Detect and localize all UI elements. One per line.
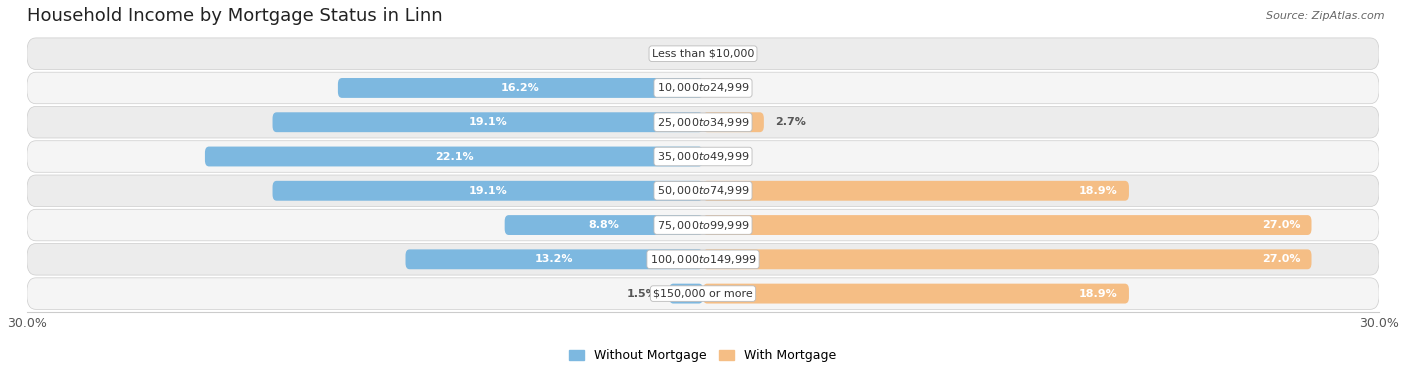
FancyBboxPatch shape xyxy=(703,284,1129,303)
FancyBboxPatch shape xyxy=(703,181,1129,201)
Text: Source: ZipAtlas.com: Source: ZipAtlas.com xyxy=(1267,11,1385,21)
Text: $50,000 to $74,999: $50,000 to $74,999 xyxy=(657,184,749,197)
FancyBboxPatch shape xyxy=(205,147,703,166)
FancyBboxPatch shape xyxy=(669,284,703,303)
Text: $25,000 to $34,999: $25,000 to $34,999 xyxy=(657,116,749,129)
FancyBboxPatch shape xyxy=(27,278,1379,310)
Text: $150,000 or more: $150,000 or more xyxy=(654,288,752,299)
FancyBboxPatch shape xyxy=(27,106,1379,138)
FancyBboxPatch shape xyxy=(27,38,1379,69)
Text: 0.0%: 0.0% xyxy=(721,49,752,59)
Text: $10,000 to $24,999: $10,000 to $24,999 xyxy=(657,81,749,95)
FancyBboxPatch shape xyxy=(703,249,1312,269)
Text: $75,000 to $99,999: $75,000 to $99,999 xyxy=(657,219,749,231)
FancyBboxPatch shape xyxy=(27,72,1379,104)
Text: $100,000 to $149,999: $100,000 to $149,999 xyxy=(650,253,756,266)
Text: 0.0%: 0.0% xyxy=(654,49,685,59)
FancyBboxPatch shape xyxy=(505,215,703,235)
FancyBboxPatch shape xyxy=(273,181,703,201)
FancyBboxPatch shape xyxy=(405,249,703,269)
Text: 13.2%: 13.2% xyxy=(536,254,574,264)
Text: 22.1%: 22.1% xyxy=(434,152,474,161)
Text: 18.9%: 18.9% xyxy=(1078,288,1118,299)
Text: 27.0%: 27.0% xyxy=(1261,254,1301,264)
FancyBboxPatch shape xyxy=(703,215,1312,235)
FancyBboxPatch shape xyxy=(27,175,1379,207)
Text: 8.8%: 8.8% xyxy=(588,220,619,230)
Legend: Without Mortgage, With Mortgage: Without Mortgage, With Mortgage xyxy=(564,344,842,367)
FancyBboxPatch shape xyxy=(27,244,1379,275)
Text: 16.2%: 16.2% xyxy=(501,83,540,93)
Text: 27.0%: 27.0% xyxy=(1261,220,1301,230)
Text: 0.0%: 0.0% xyxy=(721,83,752,93)
Text: 1.5%: 1.5% xyxy=(627,288,658,299)
FancyBboxPatch shape xyxy=(27,209,1379,241)
FancyBboxPatch shape xyxy=(273,112,703,132)
FancyBboxPatch shape xyxy=(27,141,1379,172)
Text: 2.7%: 2.7% xyxy=(775,117,806,127)
Text: $35,000 to $49,999: $35,000 to $49,999 xyxy=(657,150,749,163)
Text: 19.1%: 19.1% xyxy=(468,186,508,196)
FancyBboxPatch shape xyxy=(337,78,703,98)
Text: Less than $10,000: Less than $10,000 xyxy=(652,49,754,59)
Text: Household Income by Mortgage Status in Linn: Household Income by Mortgage Status in L… xyxy=(27,7,443,25)
FancyBboxPatch shape xyxy=(703,112,763,132)
Text: 19.1%: 19.1% xyxy=(468,117,508,127)
Text: 0.0%: 0.0% xyxy=(721,152,752,161)
Text: 18.9%: 18.9% xyxy=(1078,186,1118,196)
